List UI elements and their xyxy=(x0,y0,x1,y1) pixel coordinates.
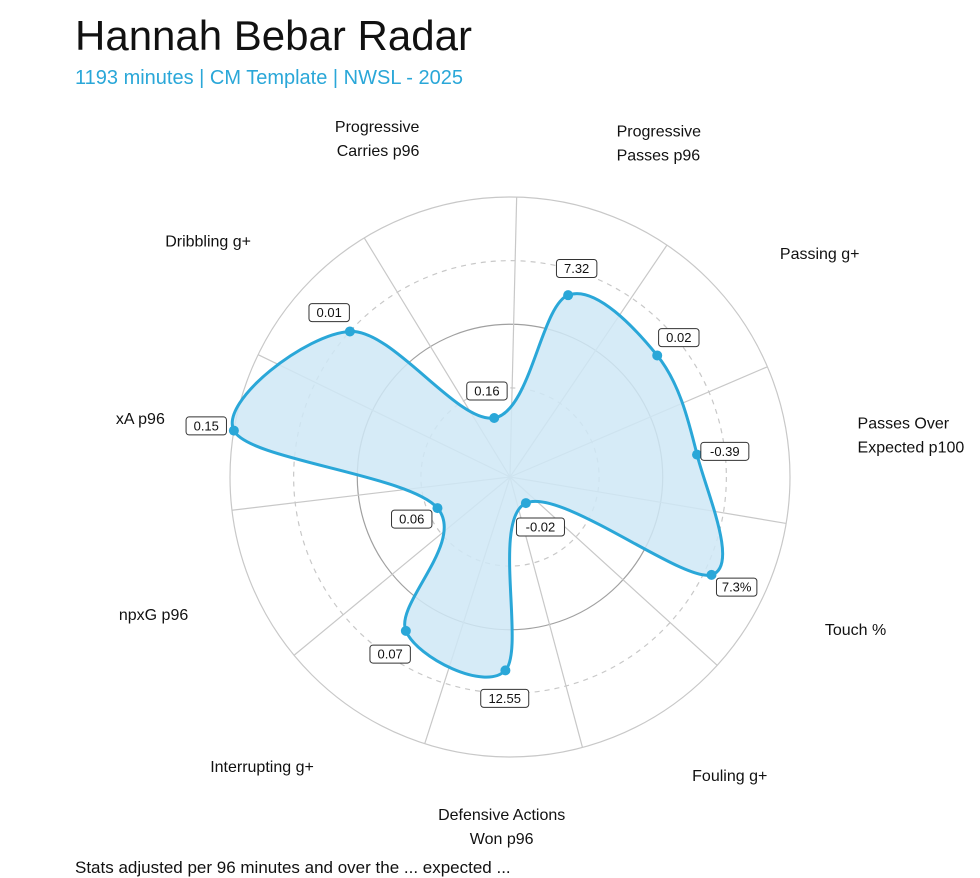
axis-label: Progressive Carries p96 xyxy=(335,119,420,160)
grid-ring-100 xyxy=(229,196,791,758)
value-label-box xyxy=(715,577,758,597)
axis-label: Interrupting g+ xyxy=(210,759,314,776)
value-label-text: 0.07 xyxy=(377,647,402,662)
axis-label: Fouling g+ xyxy=(692,768,767,785)
value-label-box xyxy=(308,303,350,323)
value-label-box xyxy=(480,688,530,708)
value-label-text: -0.02 xyxy=(526,519,556,534)
data-point xyxy=(432,503,443,514)
chart-title: Hannah Bebar Radar xyxy=(75,12,472,59)
axis-label-line: Passing g+ xyxy=(780,246,860,263)
value-label-text: 0.01 xyxy=(317,305,342,320)
value-label-text: -0.39 xyxy=(710,444,740,459)
data-point xyxy=(520,498,531,509)
axis-label-line: Interrupting g+ xyxy=(210,759,314,776)
data-point xyxy=(563,290,574,301)
radar-axis-labels: Progressive Carries p96 Progressive Passes … xyxy=(116,119,964,848)
value-label-text: 12.55 xyxy=(488,691,521,706)
axis-label-line: Fouling g+ xyxy=(692,768,767,785)
axis-label: Passes Over Expected p100 xyxy=(858,415,965,456)
value-label-text: 7.3% xyxy=(722,580,752,595)
radar-series xyxy=(228,290,725,679)
value-label-text: 0.15 xyxy=(194,418,219,433)
value-label-box xyxy=(658,328,700,348)
axis-label-line: Defensive Actions xyxy=(438,807,565,824)
value-label: 0.01 xyxy=(308,303,350,323)
axis-label: Progressive Passes p96 xyxy=(617,124,702,165)
value-label: 7.3% xyxy=(715,577,758,597)
axis-label: Defensive Actions Won p96 xyxy=(438,807,565,848)
value-label-box xyxy=(515,517,565,537)
value-label: -0.39 xyxy=(700,441,750,461)
axis-label-line: Passes p96 xyxy=(617,148,701,165)
axis-label: npxG p96 xyxy=(119,607,188,624)
value-label-box xyxy=(700,441,750,461)
value-label: 7.32 xyxy=(555,258,598,278)
data-point xyxy=(489,412,500,423)
data-point xyxy=(344,326,355,337)
axis-label-line: npxG p96 xyxy=(119,607,188,624)
value-label: 0.16 xyxy=(466,381,508,401)
value-label: 0.06 xyxy=(391,509,433,529)
axis-label-line: Passes Over xyxy=(858,415,950,432)
value-label-text: 0.16 xyxy=(474,383,499,398)
data-point xyxy=(706,569,717,580)
axis-label: Touch % xyxy=(825,622,886,639)
value-label-box xyxy=(391,509,433,529)
grid-ring-75 xyxy=(293,260,727,694)
series-area xyxy=(230,292,725,679)
value-label: -0.02 xyxy=(515,517,565,537)
value-label-text: 0.02 xyxy=(666,330,691,345)
data-point xyxy=(500,665,511,676)
axis-label: xA p96 xyxy=(116,411,165,428)
axis-label: Passing g+ xyxy=(780,246,860,263)
axis-label-line: Dribbling g+ xyxy=(165,234,251,251)
radar-value-labels: 0.16 7.32 0.02 -0.39 7.3% -0.02 12.55 0.07 0.06 0… xyxy=(185,258,758,708)
axis-label-line: Carries p96 xyxy=(337,143,420,160)
value-label-box xyxy=(185,416,227,436)
axis-label-line: Expected p100 xyxy=(858,439,965,456)
footnote: Stats adjusted per 96 minutes and over t… xyxy=(75,858,511,877)
data-point xyxy=(400,625,411,636)
chart-subtitle: 1193 minutes | CM Template | NWSL - 2025 xyxy=(75,67,463,89)
value-label-text: 7.32 xyxy=(564,261,589,276)
value-label-box xyxy=(369,644,411,664)
axis-label: Dribbling g+ xyxy=(165,234,251,251)
axis-label-line: Progressive xyxy=(617,124,702,141)
value-label: 12.55 xyxy=(480,688,530,708)
value-label-box xyxy=(466,381,508,401)
grid-spoke xyxy=(509,476,718,666)
data-point xyxy=(652,350,663,361)
axis-label-line: xA p96 xyxy=(116,411,165,428)
value-label: 0.07 xyxy=(369,644,411,664)
value-label: 0.15 xyxy=(185,416,227,436)
axis-label-line: Progressive xyxy=(335,119,420,136)
value-label-box xyxy=(555,258,598,278)
value-label: 0.02 xyxy=(658,328,700,348)
value-label-text: 0.06 xyxy=(399,512,424,527)
axis-label-line: Touch % xyxy=(825,622,886,639)
data-point xyxy=(228,425,239,436)
data-point xyxy=(692,449,703,460)
axis-label-line: Won p96 xyxy=(470,831,534,848)
